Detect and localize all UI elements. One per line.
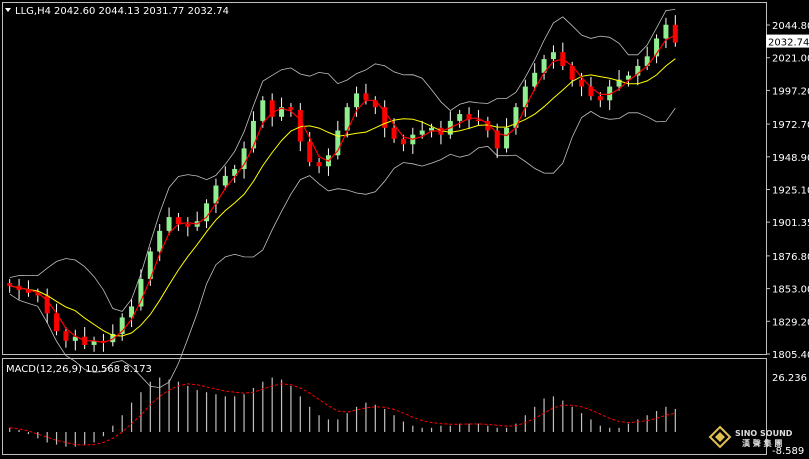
current-price-label: 2032.74 <box>768 38 809 49</box>
candle-body <box>63 331 69 341</box>
candle-body <box>241 148 247 170</box>
candle-body <box>288 107 294 110</box>
candle-body <box>344 107 350 131</box>
candle-body <box>663 24 669 39</box>
y-tick-label: 1901.35 <box>772 218 809 229</box>
candle-body <box>625 75 631 80</box>
lower-band-line <box>9 107 676 389</box>
candle-body <box>494 130 500 149</box>
main-pane-frame <box>2 2 767 355</box>
upper-band-line <box>9 9 676 312</box>
y-tick-label: 1829.20 <box>772 317 809 328</box>
candle-body <box>400 138 406 145</box>
candle-body <box>354 93 360 108</box>
y-tick-label: 1997.20 <box>772 86 809 97</box>
candle-body <box>185 223 191 227</box>
candle-body <box>372 100 378 108</box>
brand-logo: SINO SOUND 漢 聲 集 團 <box>708 425 793 449</box>
candle-body <box>297 109 303 142</box>
fast-ma-line <box>9 34 676 344</box>
candle-body <box>522 86 528 108</box>
candle-body <box>644 56 650 66</box>
candle-body <box>616 79 622 87</box>
candle-body <box>363 93 369 101</box>
candle-body <box>25 289 31 293</box>
y-tick-label: 2044.80 <box>772 21 809 32</box>
candle-body <box>597 96 603 101</box>
macd-pane-frame <box>2 358 767 455</box>
brand-name-cn: 漢 聲 集 團 <box>742 438 782 448</box>
y-tick-label: 2021.00 <box>772 54 809 65</box>
candle-body <box>429 127 435 131</box>
macd-tick-label: 26.236 <box>772 373 807 384</box>
y-tick-label: 1876.80 <box>772 252 809 263</box>
candle-body <box>250 120 256 149</box>
y-tick-label: 1948.90 <box>772 153 809 164</box>
candle-body <box>419 130 425 135</box>
candle-body <box>213 185 219 204</box>
candle-body <box>654 38 660 57</box>
candle-body <box>157 230 163 252</box>
candle-body <box>607 86 613 101</box>
current-price-box <box>766 34 809 48</box>
candle-body <box>588 86 594 97</box>
dropdown-arrow-icon[interactable] <box>5 8 11 12</box>
candle-body <box>335 130 341 156</box>
candle-body <box>635 65 641 76</box>
macd-tick-label: -8.589 <box>772 446 804 457</box>
candle-body <box>466 114 472 120</box>
brand-name: SINO SOUND <box>735 429 793 438</box>
candle-body <box>550 52 556 60</box>
candle-body <box>513 107 519 128</box>
y-tick-label: 1805.40 <box>772 350 809 361</box>
candle-body <box>475 119 481 122</box>
candle-body <box>569 65 575 80</box>
candle-body <box>110 333 116 343</box>
macd-signal-line <box>9 383 676 446</box>
macd-plot <box>9 377 676 447</box>
candle-body <box>485 120 491 131</box>
candle-body <box>72 336 78 341</box>
candle-body <box>54 313 60 332</box>
candle-body <box>222 175 228 186</box>
symbol-label: LLG,H4 <box>15 6 51 17</box>
candle-body <box>316 162 322 167</box>
y-tick-label: 1972.70 <box>772 120 809 131</box>
price-plot <box>7 9 678 389</box>
candle-body <box>204 203 210 222</box>
candle-body <box>391 127 397 139</box>
candle-body <box>100 340 106 343</box>
candle-body <box>175 217 181 224</box>
candle-body <box>7 283 13 286</box>
candle-body <box>279 107 285 117</box>
candle-body <box>672 24 678 43</box>
candle-body <box>119 317 125 334</box>
y-tick-label: 1853.00 <box>772 285 809 296</box>
candle-body <box>147 251 153 279</box>
candle-body <box>138 278 144 307</box>
candle-body <box>129 306 135 318</box>
slow-ma-line <box>9 58 676 337</box>
candle-body <box>269 100 275 117</box>
brand-logo-icon <box>708 425 732 449</box>
candle-body <box>232 169 238 176</box>
candle-body <box>504 127 510 149</box>
y-tick-label: 1925.10 <box>772 186 809 197</box>
macd-label: MACD(12,26,9) 10.568 8.173 <box>6 364 152 375</box>
candle-body <box>44 295 50 314</box>
candle-body <box>382 107 388 128</box>
candle-body <box>91 340 97 345</box>
candle-body <box>166 217 172 231</box>
chart-header: LLG,H4 2042.60 2044.13 2031.77 2032.74 <box>5 6 229 17</box>
candle-body <box>532 72 538 87</box>
candle-body <box>307 141 313 163</box>
candle-body <box>579 79 585 87</box>
ohlc-values: 2042.60 2044.13 2031.77 2032.74 <box>54 6 229 17</box>
candle-body <box>457 114 463 121</box>
price-axis: 2044.80 2021.00 1997.20 1972.70 1948.90 1925.… <box>766 21 809 457</box>
candle-body <box>260 100 266 121</box>
candle-body <box>541 59 547 73</box>
candle-body <box>35 292 41 296</box>
